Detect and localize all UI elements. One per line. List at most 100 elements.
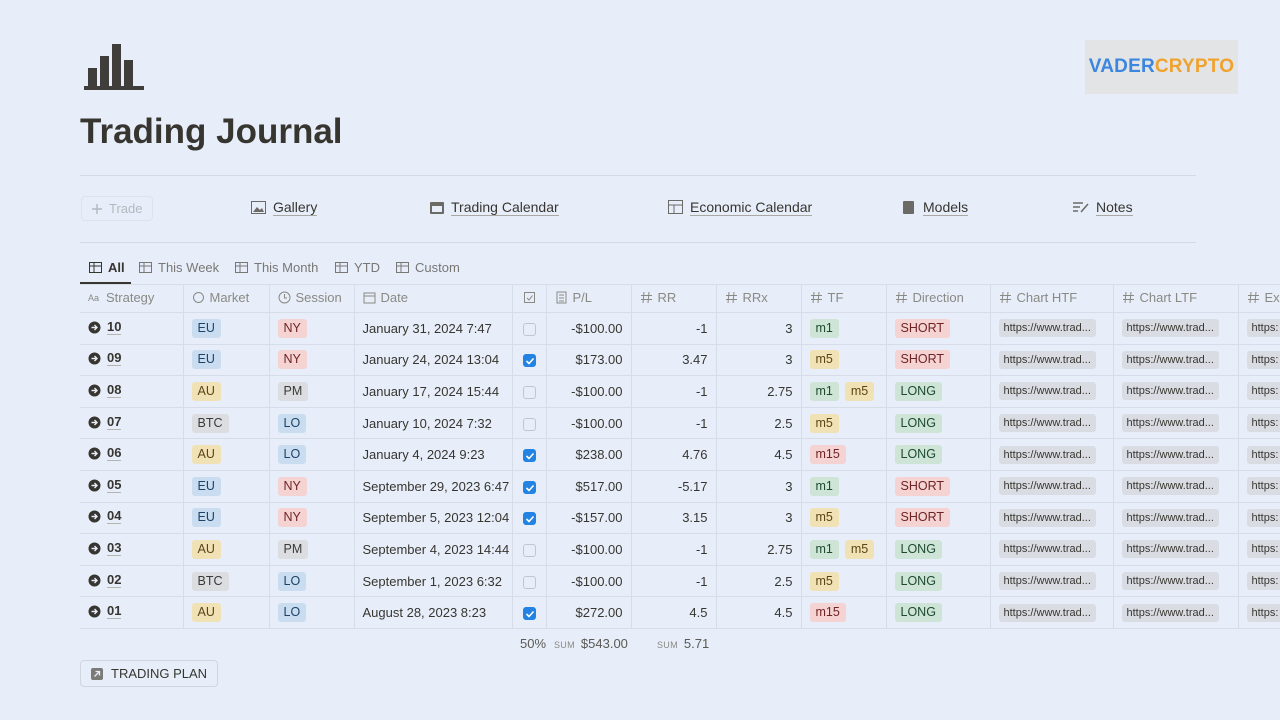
- url-link[interactable]: https://www.trad...: [998, 350, 1096, 369]
- cell-chart-ltf: https://www.trad...: [1112, 533, 1238, 566]
- view-tab[interactable]: YTD: [335, 258, 380, 276]
- url-link[interactable]: https:: [1246, 508, 1280, 527]
- cell-checked: [511, 596, 546, 629]
- url-link[interactable]: https:: [1246, 477, 1280, 496]
- view-tab[interactable]: This Month: [235, 258, 318, 276]
- cell-rrx: 4.5: [715, 596, 801, 629]
- checkbox[interactable]: [522, 543, 536, 557]
- checkbox[interactable]: [522, 354, 536, 368]
- url-link[interactable]: https:: [1246, 382, 1280, 401]
- column-header[interactable]: Date: [353, 284, 512, 313]
- plan-button[interactable]: TRADING PLAN: [80, 660, 219, 687]
- url-link[interactable]: https:: [1246, 414, 1280, 433]
- column-header[interactable]: Market: [182, 284, 269, 313]
- checkbox[interactable]: [522, 417, 536, 431]
- page-link[interactable]: 09: [88, 351, 122, 367]
- cell-market: EU: [182, 470, 269, 503]
- icon: [335, 261, 348, 273]
- checkbox[interactable]: [522, 386, 536, 400]
- view-tab[interactable]: All: [89, 258, 125, 276]
- column-header[interactable]: Direction: [885, 284, 990, 313]
- header-content: Aa Strategy: [88, 290, 154, 305]
- url-link[interactable]: https://www.trad...: [1121, 540, 1219, 559]
- footer-cell: 50%: [512, 628, 546, 658]
- url-link[interactable]: https:: [1246, 540, 1280, 559]
- column-header[interactable]: Ex: [1237, 284, 1280, 313]
- footer-cell: [801, 628, 886, 658]
- footer-cell: [183, 628, 269, 658]
- column-header[interactable]: Chart LTF: [1112, 284, 1238, 313]
- url-link[interactable]: https://www.trad...: [1121, 603, 1219, 622]
- url-link[interactable]: https://www.trad...: [1121, 445, 1219, 464]
- nav-link[interactable]: Economic Calendar: [668, 197, 813, 217]
- column-header[interactable]: RRx: [715, 284, 801, 313]
- header-label: Ex: [1264, 290, 1280, 305]
- cell-extra: https:: [1237, 565, 1280, 598]
- cell-extra: https:: [1237, 312, 1280, 345]
- page-link[interactable]: 07: [88, 414, 122, 430]
- header-row: Aa Strategy Market Session Date P/L RR RRx TF Dir…: [80, 284, 1280, 313]
- cell-tf: m1 m5: [800, 375, 886, 408]
- cell-date: January 31, 2024 7:47: [353, 312, 512, 345]
- url-link[interactable]: https://www.trad...: [1121, 414, 1219, 433]
- footer-cell: [269, 628, 354, 658]
- url-link[interactable]: https://www.trad...: [1121, 477, 1219, 496]
- url-link[interactable]: https://www.trad...: [998, 508, 1096, 527]
- page-link[interactable]: 08: [88, 382, 122, 398]
- url-link[interactable]: https://www.trad...: [998, 477, 1096, 496]
- column-header[interactable]: Aa Strategy: [80, 284, 183, 313]
- url-link[interactable]: https:: [1246, 603, 1280, 622]
- url-link[interactable]: https://www.trad...: [998, 572, 1096, 591]
- url-link[interactable]: https:: [1246, 445, 1280, 464]
- url-link[interactable]: https://www.trad...: [1121, 319, 1219, 338]
- column-header[interactable]: [511, 284, 546, 313]
- page-link[interactable]: 02: [88, 572, 122, 588]
- view-tab[interactable]: Custom: [396, 258, 460, 276]
- page-link[interactable]: 01: [88, 604, 122, 620]
- page-link[interactable]: 05: [88, 477, 122, 493]
- url-link[interactable]: https://www.trad...: [998, 414, 1096, 433]
- nav-link[interactable]: Models: [902, 197, 969, 217]
- url-link[interactable]: https:: [1246, 319, 1280, 338]
- url-link[interactable]: https://www.trad...: [1121, 382, 1219, 401]
- page-link[interactable]: 04: [88, 509, 122, 525]
- view-tab[interactable]: This Week: [139, 258, 219, 276]
- page-link[interactable]: 06: [88, 446, 122, 462]
- cell-tf: m5: [800, 407, 886, 440]
- column-header[interactable]: Chart HTF: [989, 284, 1113, 313]
- column-header[interactable]: TF: [800, 284, 886, 313]
- url-link[interactable]: https://www.trad...: [998, 319, 1096, 338]
- nav-link[interactable]: Gallery: [251, 197, 318, 217]
- header-content: Ex: [1247, 290, 1280, 305]
- cell-rr: -1: [630, 533, 716, 566]
- url-link[interactable]: https://www.trad...: [998, 382, 1096, 401]
- url-link[interactable]: https://www.trad...: [998, 445, 1096, 464]
- nav-link[interactable]: Trading Calendar: [430, 197, 559, 217]
- checkbox[interactable]: [522, 607, 536, 621]
- cell-tf: m5: [800, 565, 886, 598]
- checkbox[interactable]: [522, 512, 536, 526]
- url-link[interactable]: https:: [1246, 572, 1280, 591]
- column-header[interactable]: P/L: [545, 284, 631, 313]
- new-button[interactable]: Trade: [81, 196, 153, 221]
- cell-market: BTC: [182, 407, 269, 440]
- page-link[interactable]: 03: [88, 540, 122, 556]
- checkbox[interactable]: [522, 480, 536, 494]
- checkbox[interactable]: [522, 575, 536, 589]
- checkbox[interactable]: [522, 322, 536, 336]
- tag: m1: [809, 476, 839, 496]
- url-link[interactable]: https://www.trad...: [1121, 350, 1219, 369]
- checkbox[interactable]: [522, 449, 536, 463]
- column-header[interactable]: Session: [268, 284, 354, 313]
- url-link[interactable]: https://www.trad...: [998, 603, 1096, 622]
- url-link[interactable]: https://www.trad...: [1121, 572, 1219, 591]
- tag: m5: [809, 350, 839, 370]
- cell-text: 3.47: [682, 352, 708, 368]
- url-link[interactable]: https://www.trad...: [1121, 508, 1219, 527]
- column-header[interactable]: RR: [630, 284, 716, 313]
- url-link[interactable]: https://www.trad...: [998, 540, 1096, 559]
- cell-date: September 29, 2023 6:47: [353, 470, 512, 503]
- url-link[interactable]: https:: [1246, 350, 1280, 369]
- nav-link[interactable]: Notes: [1073, 197, 1133, 217]
- page-link[interactable]: 10: [88, 319, 122, 335]
